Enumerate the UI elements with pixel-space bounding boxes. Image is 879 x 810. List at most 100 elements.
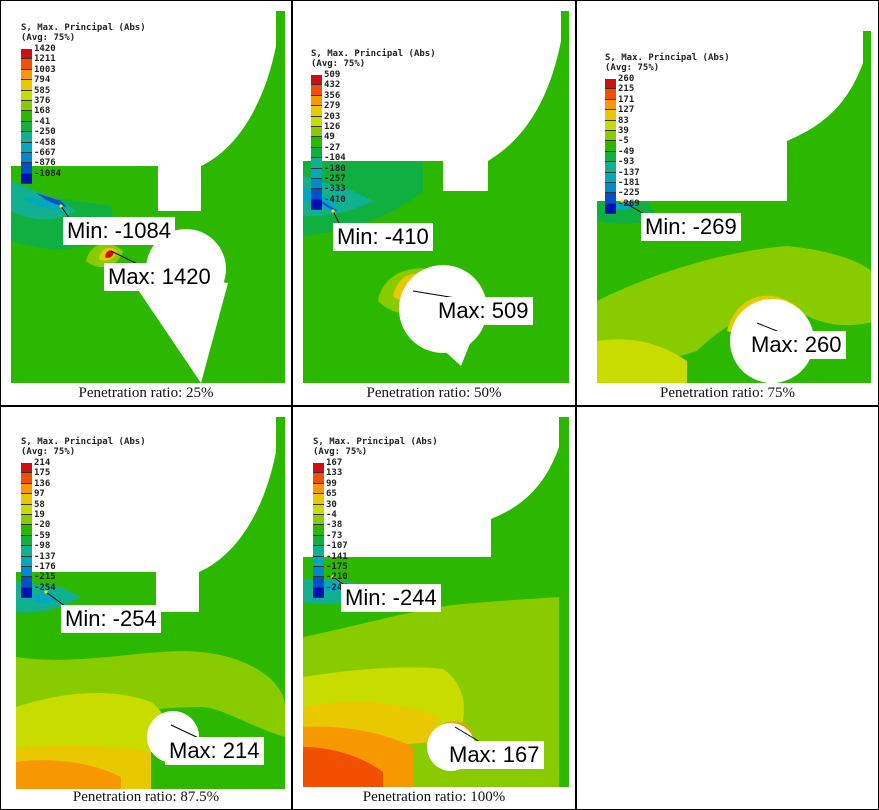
panel-3: S, Max. Principal (Abs) (Avg: 75%) 260 215 1…	[576, 0, 879, 406]
legend-value: 49	[324, 132, 335, 143]
legend-swatch	[21, 69, 32, 81]
legend-value: -137	[34, 551, 56, 562]
legend-swatch	[21, 473, 32, 484]
legend-swatch	[311, 158, 322, 169]
contour-plot	[597, 31, 871, 383]
legend-value: 39	[618, 126, 629, 136]
legend-swatch	[311, 85, 322, 96]
legend-swatch	[21, 535, 32, 547]
legend-value: -181	[618, 178, 640, 188]
legend-value: -175	[326, 562, 348, 572]
legend-value: 1211	[34, 54, 56, 65]
legend-value: 167	[326, 458, 343, 468]
max-callout: Max: 214	[165, 737, 264, 765]
legend-swatch	[605, 162, 616, 173]
min-callout: Min: -269	[641, 213, 741, 241]
legend-value: 30	[326, 499, 337, 510]
legend-subtitle: (Avg: 75%)	[311, 59, 366, 69]
legend-value: -137	[618, 167, 640, 178]
min-callout: Min: -254	[61, 605, 161, 633]
legend-value: 133	[326, 468, 343, 479]
legend-swatch	[311, 147, 322, 159]
legend-value: -176	[34, 562, 56, 572]
legend-value: -876	[34, 158, 56, 169]
legend-value: -410	[324, 194, 346, 205]
legend-subtitle: (Avg: 75%)	[21, 447, 76, 457]
legend-swatch	[21, 463, 32, 474]
legend-swatch	[313, 504, 324, 515]
legend-value: -250	[34, 127, 56, 138]
legend-swatch	[21, 90, 32, 101]
legend-value: 1003	[34, 64, 56, 75]
legend-swatch	[21, 504, 32, 515]
legend-swatch	[21, 556, 32, 567]
legend-value: -667	[34, 148, 56, 158]
legend-swatch	[21, 121, 32, 133]
legend-value: -254	[34, 582, 56, 593]
legend-subtitle: (Avg: 75%)	[21, 33, 76, 43]
legend-swatch	[605, 183, 616, 194]
legend-value: 127	[618, 105, 635, 116]
legend-value: -73	[326, 530, 343, 541]
legend-swatch	[21, 132, 32, 143]
legend-swatch	[605, 141, 616, 152]
legend-value: 126	[324, 122, 341, 132]
legend-swatch	[605, 99, 616, 111]
legend-value: -210	[326, 572, 348, 583]
legend-swatch	[605, 89, 616, 100]
legend-swatch	[313, 473, 324, 484]
contour-band	[597, 246, 871, 366]
legend-value: 65	[326, 489, 337, 500]
legend-swatch	[605, 151, 616, 163]
legend-swatch	[311, 127, 322, 138]
legend-swatch	[605, 193, 616, 204]
contour-band	[16, 760, 121, 789]
legend-swatch	[313, 494, 324, 505]
legend-swatch	[605, 120, 616, 131]
legend-swatch	[21, 587, 32, 599]
legend-swatch	[313, 577, 324, 588]
legend-value: -20	[34, 520, 51, 531]
legend-value: 215	[618, 84, 635, 95]
legend-value: -27	[324, 142, 341, 153]
legend-title: S, Max. Principal (Abs)	[605, 53, 730, 63]
legend-swatch	[21, 567, 32, 578]
legend-title: S, Max. Principal (Abs)	[311, 49, 436, 59]
legend-swatch	[605, 110, 616, 121]
legend-swatch	[605, 172, 616, 183]
legend-value: 1420	[34, 44, 56, 54]
panel-2: S, Max. Principal (Abs) (Avg: 75%) 509 432 3…	[292, 0, 576, 406]
legend-swatch	[21, 494, 32, 505]
legend-value: 136	[34, 478, 51, 489]
legend-value: 168	[34, 106, 51, 117]
legend-value: -180	[324, 163, 346, 174]
legend-value: -257	[324, 174, 346, 184]
legend-value: 376	[34, 96, 51, 106]
contour-band	[105, 250, 114, 258]
contour-band	[26, 592, 56, 604]
legend-value: 19	[34, 510, 45, 520]
legend-value: -49	[618, 146, 635, 157]
legend-swatch	[313, 556, 324, 567]
legend-swatch	[313, 567, 324, 578]
legend-value: -458	[34, 137, 56, 148]
legend-swatch	[21, 153, 32, 164]
legend-swatch	[21, 80, 32, 91]
min-marker	[331, 575, 335, 579]
color-legend: S, Max. Principal (Abs) (Avg: 75%) 260 215 1…	[605, 53, 730, 215]
legend-value: -38	[326, 520, 343, 531]
legend-value: -141	[326, 551, 348, 562]
contour-band	[36, 193, 67, 207]
legend-value: 99	[326, 478, 337, 489]
legend-value: -59	[34, 530, 51, 541]
legend-swatch	[313, 546, 324, 557]
legend-value: 203	[324, 111, 341, 122]
color-legend: S, Max. Principal (Abs) (Avg: 75%) 167 133 9…	[313, 437, 438, 599]
legend-swatch	[311, 137, 322, 148]
legend-swatch	[605, 79, 616, 90]
contour-band	[597, 339, 687, 383]
legend-swatch	[311, 179, 322, 190]
legend-value: -4	[326, 510, 337, 520]
min-callout: Min: -1084	[63, 217, 175, 245]
